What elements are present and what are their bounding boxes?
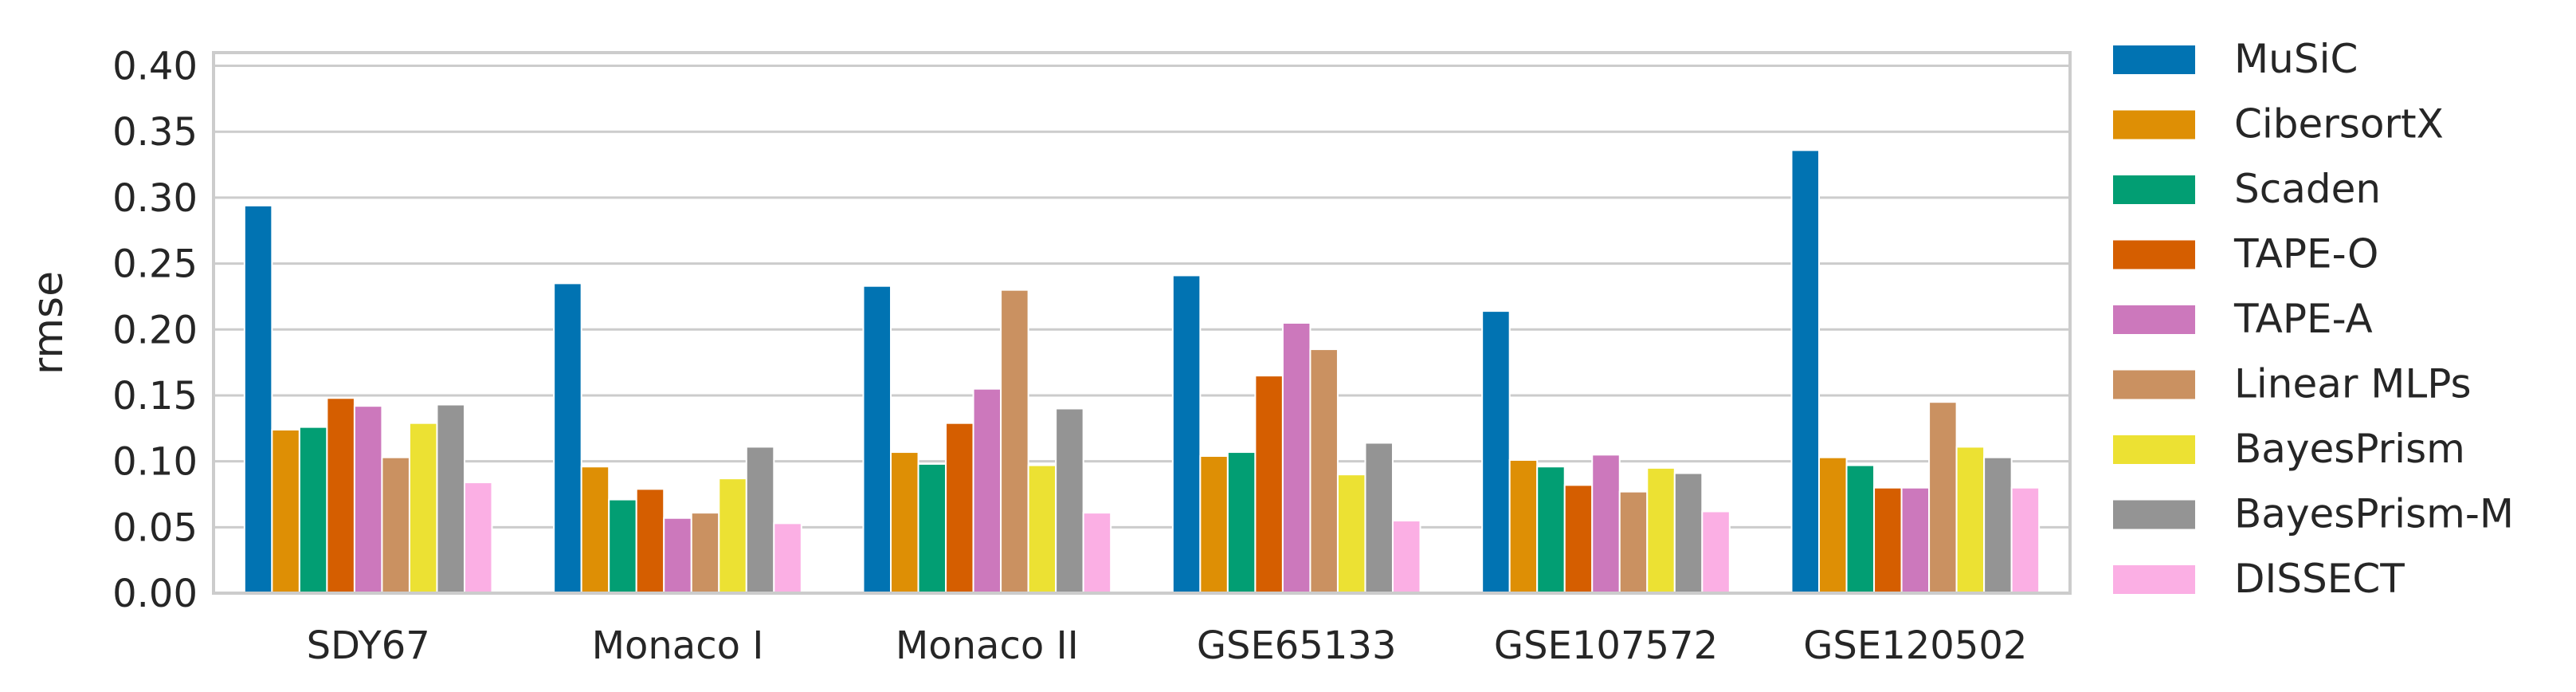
bar-bayesprism-m-3 <box>1364 442 1394 594</box>
bar-tape-a-4 <box>1591 454 1621 594</box>
bar-tape-o-2 <box>945 422 974 594</box>
legend-label: CibersortX <box>2234 101 2444 147</box>
y-tick-label: 0.10 <box>112 440 198 485</box>
x-axis-ticks: SDY67 Monaco I Monaco II GSE65133 GSE107572 G… <box>307 623 2028 668</box>
legend-swatch <box>2113 435 2195 464</box>
bar-bayesprism-m-2 <box>1055 407 1084 594</box>
bar-bayesprism-2 <box>1027 464 1057 594</box>
x-tick-label: Monaco II <box>896 623 1079 668</box>
bar-tape-a-1 <box>663 517 692 594</box>
y-tick-label: 0.15 <box>112 374 198 419</box>
bar-linear-mlps-4 <box>1618 490 1649 594</box>
x-tick-label: GSE120502 <box>1803 623 2027 668</box>
y-tick-label: 0.05 <box>112 505 198 550</box>
legend-label: TAPE-A <box>2233 296 2373 342</box>
bar-linear-mlps-2 <box>1000 289 1029 594</box>
bar-dissect-3 <box>1391 520 1421 594</box>
bar-cibersortx-5 <box>1818 456 1848 594</box>
legend-swatch <box>2113 45 2195 74</box>
bar-dissect-5 <box>2010 486 2041 595</box>
bar-bayesprism-m-5 <box>1983 456 2013 594</box>
bar-dissect-0 <box>463 482 493 595</box>
bar-bayesprism-3 <box>1336 474 1366 594</box>
y-tick-label: 0.35 <box>112 110 198 155</box>
legend: MuSiC CibersortX Scaden TAPE-O TAPE-A Linear … <box>2113 36 2514 602</box>
bar-music-1 <box>553 282 582 594</box>
bar-cibersortx-2 <box>890 451 919 594</box>
bar-tape-o-4 <box>1563 484 1594 595</box>
bar-tape-a-5 <box>1900 486 1931 595</box>
bar-bayesprism-m-1 <box>745 446 775 594</box>
y-tick-label: 0.30 <box>112 176 198 221</box>
bar-tape-a-0 <box>353 405 383 594</box>
bar-scaden-1 <box>608 498 637 595</box>
y-tick-label: 0.25 <box>112 242 198 287</box>
bar-bayesprism-1 <box>718 478 747 594</box>
x-tick-label: SDY67 <box>307 623 430 668</box>
bar-cibersortx-1 <box>580 466 610 594</box>
legend-swatch <box>2113 305 2195 334</box>
x-tick-label: Monaco I <box>592 623 764 668</box>
bar-linear-mlps-0 <box>381 456 410 594</box>
x-tick-label: GSE107572 <box>1494 623 1718 668</box>
bar-cibersortx-0 <box>271 428 300 595</box>
legend-label: Scaden <box>2234 166 2381 212</box>
legend-label: BayesPrism-M <box>2234 491 2514 537</box>
bar-music-5 <box>1790 149 1821 594</box>
grid-lines <box>214 65 2070 595</box>
y-tick-label: 0.00 <box>112 572 198 616</box>
bar-dissect-4 <box>1701 510 1731 594</box>
bar-music-0 <box>243 204 273 594</box>
bar-bayesprism-4 <box>1646 466 1676 595</box>
bar-music-3 <box>1171 274 1202 594</box>
y-axis-label: rmse <box>25 271 73 375</box>
legend-swatch <box>2113 500 2195 529</box>
bar-linear-mlps-1 <box>690 512 720 594</box>
y-tick-label: 0.40 <box>112 45 198 89</box>
bar-cibersortx-4 <box>1508 458 1539 594</box>
bar-dissect-2 <box>1082 512 1112 594</box>
bar-tape-a-2 <box>972 387 1002 594</box>
bar-music-2 <box>862 285 892 594</box>
bar-tape-a-3 <box>1281 322 1312 594</box>
legend-swatch <box>2113 110 2195 140</box>
plot-frame <box>212 51 2072 595</box>
bar-bayesprism-5 <box>1955 446 1986 594</box>
bar-scaden-4 <box>1536 466 1566 594</box>
bar-scaden-0 <box>298 426 328 595</box>
legend-label: BayesPrism <box>2234 426 2465 472</box>
bar-bayesprism-m-4 <box>1673 472 1704 595</box>
bar-tape-o-0 <box>326 397 355 595</box>
y-axis-ticks: 0.00 0.05 0.10 0.15 0.20 0.25 0.30 0.35 0.40 <box>112 45 198 616</box>
bar-scaden-5 <box>1845 464 1876 594</box>
legend-label: TAPE-O <box>2233 231 2378 277</box>
y-tick-label: 0.20 <box>112 308 198 352</box>
bar-tape-o-3 <box>1254 375 1284 594</box>
bar-cibersortx-3 <box>1199 455 1229 595</box>
bar-scaden-3 <box>1226 451 1257 594</box>
legend-swatch <box>2113 565 2195 594</box>
bar-bayesprism-m-0 <box>436 403 465 594</box>
bar-music-4 <box>1481 310 1511 594</box>
bar-dissect-1 <box>773 522 802 594</box>
bar-linear-mlps-5 <box>1928 401 1958 594</box>
legend-swatch <box>2113 240 2195 269</box>
legend-label: MuSiC <box>2234 36 2358 82</box>
legend-swatch <box>2113 370 2195 399</box>
legend-label: DISSECT <box>2234 556 2405 602</box>
bar-tape-o-5 <box>1873 486 1903 595</box>
bar-tape-o-1 <box>635 488 665 594</box>
bar-scaden-2 <box>917 462 947 594</box>
bar-bayesprism-0 <box>408 422 438 594</box>
legend-label: Linear MLPs <box>2234 361 2472 407</box>
bar-linear-mlps-3 <box>1309 348 1339 594</box>
x-tick-label: GSE65133 <box>1197 623 1397 668</box>
legend-swatch <box>2113 175 2195 204</box>
